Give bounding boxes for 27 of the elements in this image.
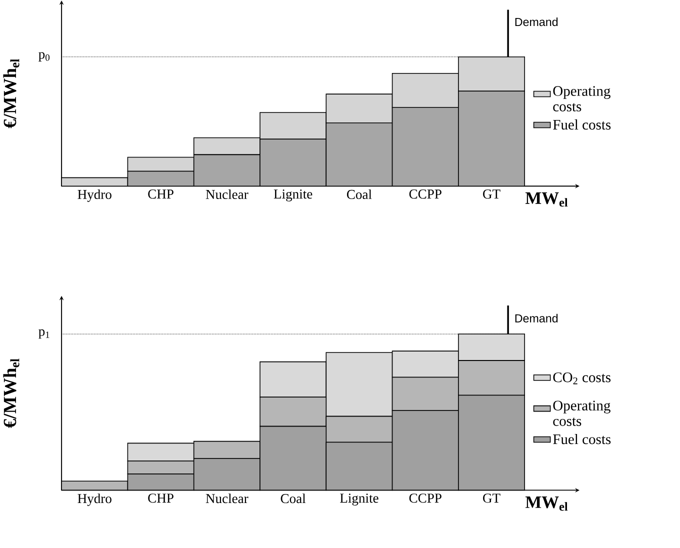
x-tick-label: Hydro [78,494,112,506]
ref-line-label: p$_{0}$ [38,52,50,62]
legend-label: Operating costs [553,400,610,426]
x-tick-label: Hydro [78,190,112,202]
x-tick-label: Lignite [274,190,312,202]
x-tick-label: Nuclear [206,190,248,200]
y-axis-title: €/MWh$_{el}$ [3,358,20,428]
legend-label: Fuel costs [553,119,611,130]
legend-label: Fuel costs [553,434,611,444]
x-tick-label: Lignite [340,494,378,506]
legend-label: Operating costs [553,86,610,112]
x-tick-label: CHP [148,190,174,199]
legend-label: CO$_{2}$ costs [553,372,611,384]
x-tick-label: Coal [280,494,306,504]
x-tick-label: Nuclear [206,494,248,504]
ref-line-label: Demand [515,18,558,26]
x-axis-title: MW$_{el}$ [525,496,568,511]
y-axis-title: €/MWh$_{el}$ [3,58,20,128]
ref-line-label: Demand [515,314,558,322]
x-tick-label: GT [483,494,500,503]
ref-line-label: p$_{1}$ [38,329,50,339]
x-tick-label: CHP [148,494,174,503]
x-tick-label: CCPP [409,494,442,503]
x-tick-label: CCPP [409,190,442,199]
x-tick-label: GT [483,190,500,199]
x-tick-label: Coal [346,190,372,200]
x-axis-title: MW$_{el}$ [525,192,568,207]
